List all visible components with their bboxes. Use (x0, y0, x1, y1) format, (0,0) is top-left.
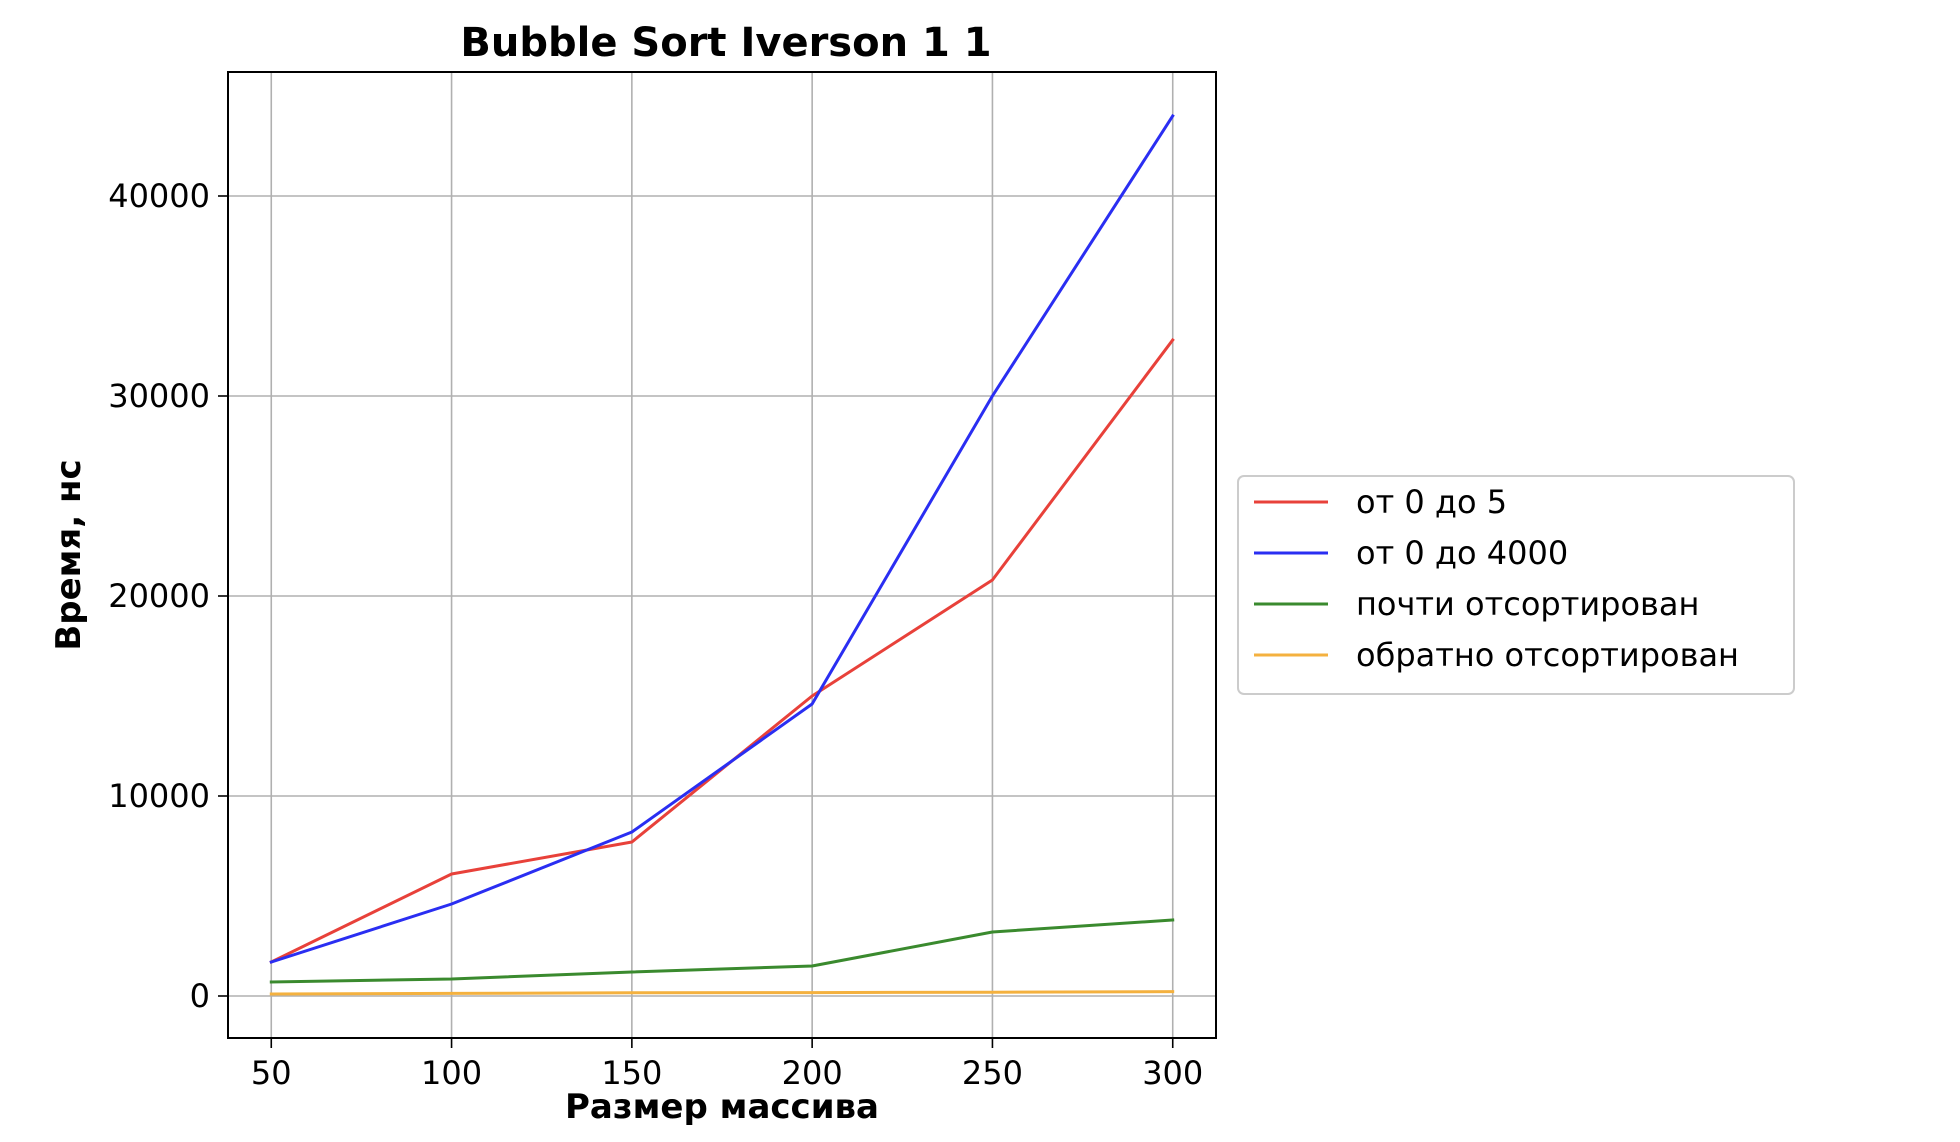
x-tick-label: 50 (251, 1054, 292, 1092)
y-tick-label: 30000 (108, 377, 210, 415)
x-tick-label: 100 (421, 1054, 482, 1092)
series-line-2 (269, 113, 1175, 964)
y-tick-label: 0 (190, 977, 210, 1015)
legend-frame (1237, 475, 1795, 695)
x-tick-label: 150 (601, 1054, 662, 1092)
series-line-4 (269, 990, 1175, 996)
plot-lines (269, 113, 1175, 996)
y-tick-label: 10000 (108, 777, 210, 815)
axes-frame (227, 71, 1217, 1039)
y-tick-label: 40000 (108, 177, 210, 215)
y-tick-label: 20000 (108, 577, 210, 615)
axis-ticks: 50 100 150 200 250 300 0 10000 20000 30000 40000 (108, 177, 1203, 1092)
legend-label: от 0 до 5 (1356, 483, 1507, 521)
x-axis-label: Размер массива (565, 1087, 879, 1127)
legend-label: почти отсортирован (1356, 585, 1699, 623)
x-tick-label: 200 (782, 1054, 843, 1092)
legend-label: обратно отсортирован (1356, 636, 1739, 674)
x-tick-label: 300 (1142, 1054, 1203, 1092)
legend: от 0 до 5 от 0 до 4000 почти отсортирован о… (1237, 475, 1795, 695)
series-line-3 (269, 918, 1175, 984)
x-tick-label: 250 (962, 1054, 1023, 1092)
chart-title: Bubble Sort Iverson 1 1 (460, 20, 991, 66)
y-axis-label: Время, нс (49, 459, 89, 650)
legend-label: от 0 до 4000 (1356, 534, 1568, 572)
grid-lines (228, 72, 1216, 1038)
